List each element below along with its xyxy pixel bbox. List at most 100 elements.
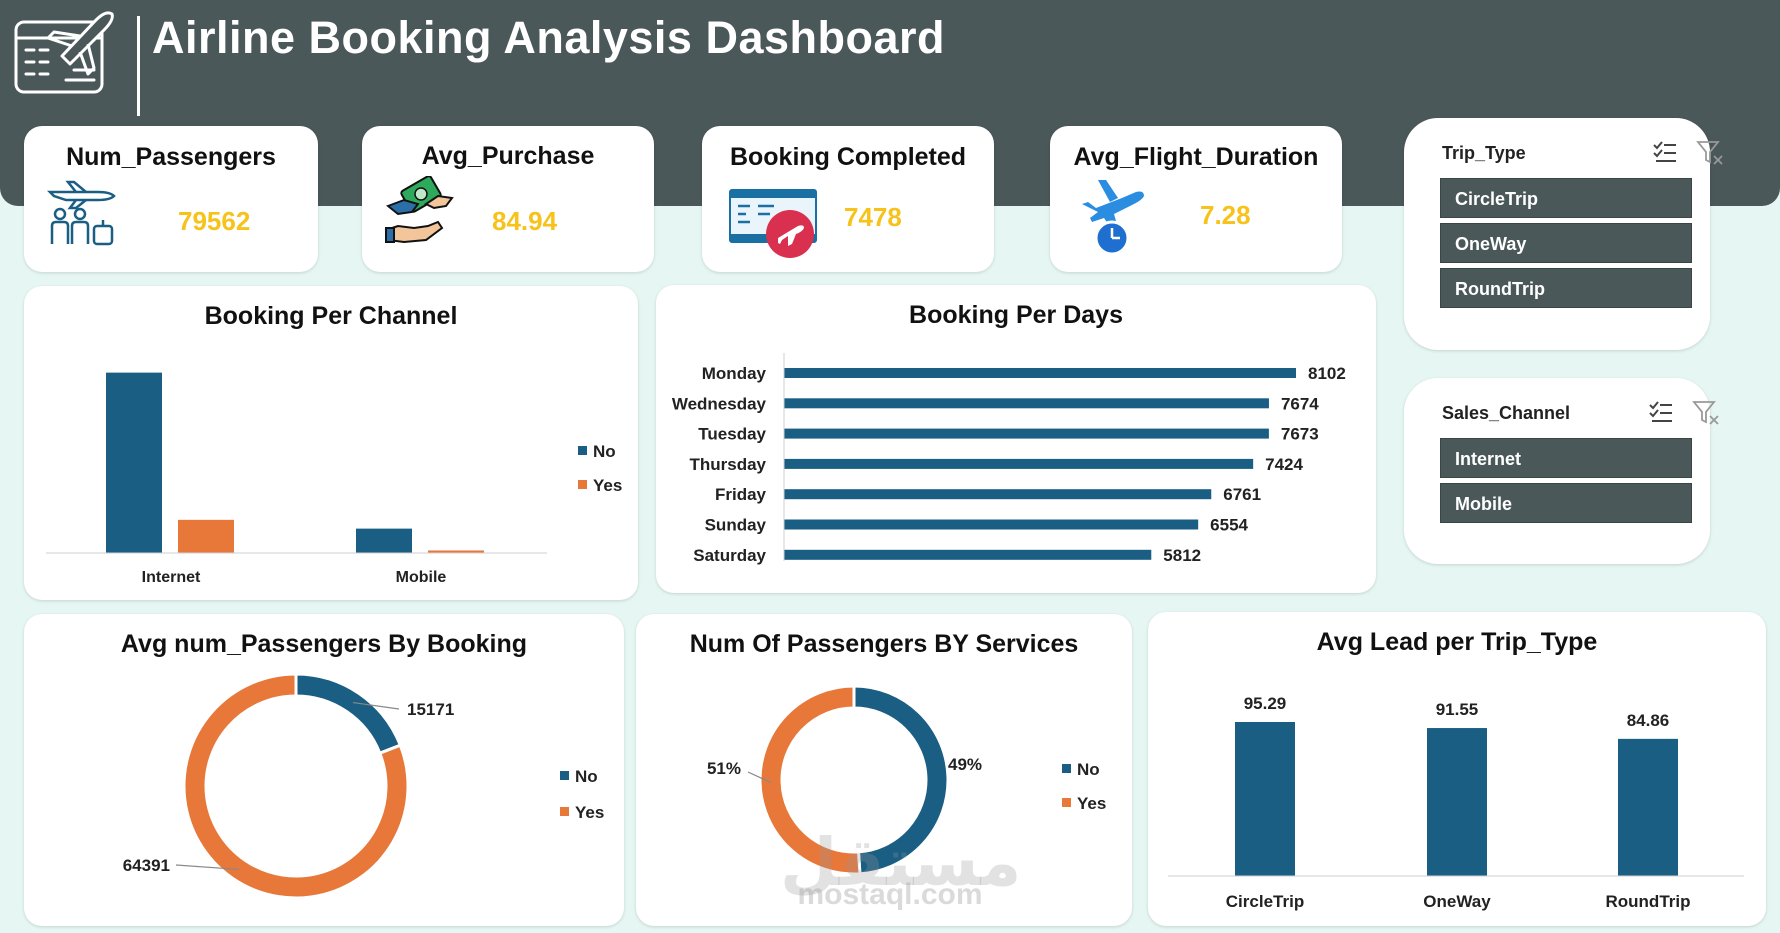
x-tick-label: Mobile bbox=[396, 569, 447, 586]
bar-saturday bbox=[784, 549, 1152, 560]
bar-yes-mobile bbox=[428, 550, 484, 553]
chart-title: Avg Lead per Trip_Type bbox=[1316, 628, 1598, 656]
avg-lead-chart: 95.29 CircleTrip 91.55 OneWay 84.86 RoundTrip bbox=[1168, 694, 1744, 911]
x-tick-label: CircleTrip bbox=[1226, 892, 1304, 911]
y-tick-label: Monday bbox=[702, 364, 767, 383]
slicer-item-circletrip[interactable]: CircleTrip bbox=[1440, 178, 1692, 218]
slice-yes bbox=[758, 684, 862, 876]
slicer-item-oneway[interactable]: OneWay bbox=[1440, 223, 1692, 263]
data-label: 7424 bbox=[1265, 455, 1303, 474]
money-handshake-icon bbox=[384, 175, 456, 253]
clear-filter-icon[interactable] bbox=[1692, 400, 1720, 431]
bar-circletrip bbox=[1235, 722, 1295, 876]
legend-item-no: No bbox=[578, 442, 616, 462]
slicer-title: Sales_Channel bbox=[1442, 403, 1571, 423]
kpi-label: Num_Passengers bbox=[66, 143, 276, 171]
booking-per-days-chart: Monday 8102 Wednesday 7674 Tuesday 7673 Thursd… bbox=[672, 353, 1346, 565]
bar-yes-internet bbox=[178, 519, 234, 553]
slicer-item-mobile[interactable]: Mobile bbox=[1440, 483, 1692, 523]
bar-no-internet bbox=[106, 372, 162, 553]
legend-item-yes: Yes bbox=[578, 476, 622, 496]
kpi-card-booking-completed: Booking Completed 7478 bbox=[702, 126, 994, 272]
data-label: 51% bbox=[707, 759, 741, 778]
data-label: 15171 bbox=[407, 700, 454, 719]
kpi-label: Booking Completed bbox=[729, 143, 967, 171]
kpi-value: 7478 bbox=[844, 202, 902, 232]
multi-select-icon[interactable] bbox=[1648, 400, 1674, 429]
bar-monday bbox=[784, 368, 1296, 378]
slice-no bbox=[294, 672, 403, 756]
multi-select-icon[interactable] bbox=[1652, 140, 1678, 169]
bar-roundtrip bbox=[1618, 738, 1678, 876]
data-label: 64391 bbox=[123, 856, 170, 875]
panel-booking-per-channel: Booking Per Channel Internet Mobile No Ye… bbox=[24, 286, 638, 600]
kpi-label: Avg_Flight_Duration bbox=[1073, 143, 1319, 171]
leader-line bbox=[352, 701, 400, 710]
panel-avg-passengers-by-booking: Avg num_Passengers By Booking 15171 64391… bbox=[24, 614, 624, 926]
kpi-card-avg-flight-duration: Avg_Flight_Duration 7.28 bbox=[1050, 126, 1342, 272]
data-label: 84.86 bbox=[1627, 711, 1670, 730]
data-label: 95.29 bbox=[1244, 694, 1287, 713]
slicer-item-roundtrip[interactable]: RoundTrip bbox=[1440, 268, 1692, 308]
data-label: 91.55 bbox=[1436, 700, 1479, 719]
bar-oneway bbox=[1427, 728, 1487, 876]
chart-title: Booking Per Channel bbox=[204, 302, 458, 330]
booking-per-channel-chart: Internet Mobile bbox=[46, 372, 547, 586]
panel-avg-lead-per-trip-type: Avg Lead per Trip_Type 95.29 CircleTrip 91… bbox=[1148, 612, 1766, 926]
data-label: 6761 bbox=[1223, 485, 1261, 504]
data-label: 7674 bbox=[1281, 394, 1319, 413]
y-tick-label: Tuesday bbox=[698, 425, 766, 444]
watermark-text: mostaql.com bbox=[797, 878, 983, 911]
legend-item-no: No bbox=[1062, 760, 1100, 780]
slicer-item-internet[interactable]: Internet bbox=[1440, 438, 1692, 478]
title-separator bbox=[137, 16, 140, 116]
slicer-trip-type: Trip_Type CircleTrip OneWay RoundTrip bbox=[1404, 118, 1723, 350]
leader-line bbox=[747, 771, 772, 784]
bar-thursday bbox=[784, 458, 1254, 469]
kpi-value: 7.28 bbox=[1200, 200, 1251, 230]
slicer-sales-channel: Sales_Channel Internet Mobile bbox=[1404, 378, 1719, 564]
passengers-by-services-donut-chart: 49% 51% bbox=[707, 684, 982, 876]
dashboard-logo-icon bbox=[14, 8, 118, 98]
bar-friday bbox=[784, 489, 1212, 500]
chart-title: Booking Per Days bbox=[909, 301, 1123, 329]
bar-no-mobile bbox=[356, 528, 412, 553]
clear-filter-icon[interactable] bbox=[1696, 140, 1724, 171]
y-tick-label: Sunday bbox=[705, 516, 767, 535]
kpi-label: Avg_Purchase bbox=[421, 142, 595, 170]
slicer-title: Trip_Type bbox=[1442, 143, 1526, 163]
page-title: Airline Booking Analysis Dashboard bbox=[152, 12, 945, 63]
bar-sunday bbox=[784, 519, 1199, 530]
x-tick-label: OneWay bbox=[1423, 892, 1491, 911]
slice-yes bbox=[182, 672, 410, 900]
kpi-card-num-passengers: Num_Passengers 79562 bbox=[24, 126, 318, 272]
plane-clock-icon bbox=[1078, 178, 1150, 263]
legend-item-no: No bbox=[560, 767, 598, 787]
data-label: 7673 bbox=[1281, 425, 1319, 444]
watermark-arabic: مستقل bbox=[780, 825, 1022, 899]
x-tick-label: RoundTrip bbox=[1606, 892, 1691, 911]
data-label: 5812 bbox=[1163, 546, 1201, 565]
legend-item-yes: Yes bbox=[560, 803, 604, 823]
leader-line bbox=[175, 864, 240, 871]
chart-title: Avg num_Passengers By Booking bbox=[120, 630, 528, 658]
bar-wednesday bbox=[784, 398, 1269, 409]
data-label: 6554 bbox=[1210, 516, 1248, 535]
passengers-icon bbox=[46, 178, 118, 255]
kpi-value: 79562 bbox=[178, 206, 251, 236]
avg-passengers-donut-chart: 15171 64391 bbox=[123, 672, 454, 900]
y-tick-label: Wednesday bbox=[672, 394, 767, 413]
y-tick-label: Friday bbox=[715, 485, 767, 504]
legend-item-yes: Yes bbox=[1062, 794, 1106, 814]
y-tick-label: Thursday bbox=[689, 455, 766, 474]
panel-booking-per-days: Booking Per Days Monday 8102 Wednesday 7674… bbox=[656, 285, 1376, 593]
y-tick-label: Saturday bbox=[693, 546, 766, 565]
ticket-icon bbox=[728, 188, 818, 267]
x-tick-label: Internet bbox=[142, 569, 201, 586]
data-label: 49% bbox=[948, 755, 982, 774]
bar-tuesday bbox=[784, 428, 1269, 439]
data-label: 8102 bbox=[1308, 364, 1346, 383]
kpi-card-avg-purchase: Avg_Purchase 84.94 bbox=[362, 126, 654, 272]
chart-title: Num Of Passengers BY Services bbox=[689, 630, 1079, 658]
kpi-value: 84.94 bbox=[492, 206, 558, 236]
